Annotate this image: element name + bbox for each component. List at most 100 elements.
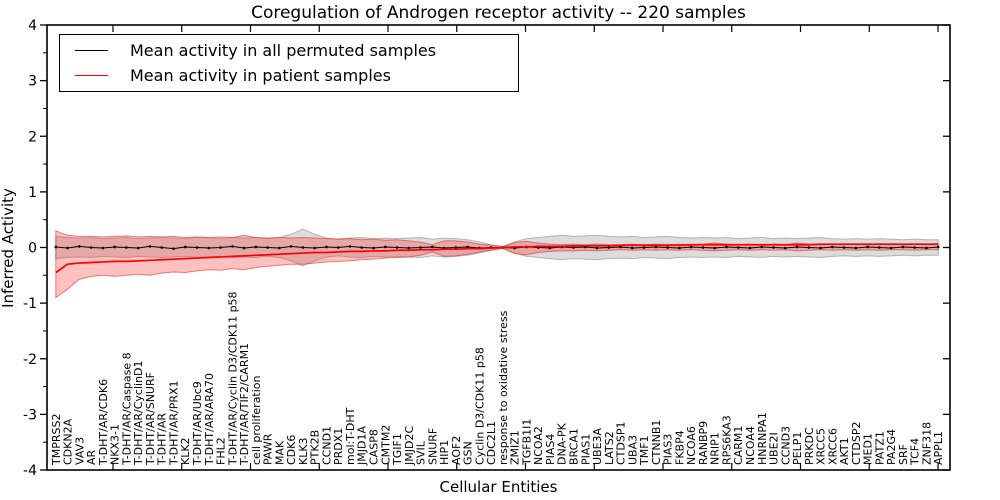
series-marker (572, 246, 575, 249)
x-tick-label: PA2G4 (885, 429, 898, 465)
series-marker (348, 245, 352, 248)
series-marker (678, 246, 681, 250)
series-marker (313, 246, 316, 250)
series-marker (831, 245, 834, 249)
x-tick-label: PIAS4 (544, 434, 557, 465)
x-tick-label: cell proliferation (250, 375, 263, 465)
series-marker (807, 246, 811, 249)
x-tick-label: CDK6 (285, 435, 298, 465)
x-tick-label: T-DHT/AR/Ubc9 (191, 381, 204, 466)
x-tick-label: TMF1 (638, 435, 651, 466)
x-tick-label: T-DHT/AR/CyclinD1 (132, 360, 145, 466)
series-marker (183, 245, 187, 249)
series-marker (595, 246, 599, 250)
x-tick-label: AR (85, 449, 98, 465)
series-marker (619, 245, 622, 249)
x-tick-label: PIAS3 (662, 434, 675, 465)
x-tick-label: T-DHT/AR/TIF2/CARM1 (238, 343, 251, 466)
series-marker (195, 246, 199, 249)
x-tick-label: XRCC5 (815, 428, 828, 465)
x-tick-label: PTK2B (309, 430, 322, 465)
series-marker (854, 246, 858, 250)
black-line-swatch (75, 50, 108, 51)
series-marker (278, 246, 281, 250)
x-tick-label: FKBP4 (673, 430, 686, 465)
series-marker (454, 246, 458, 249)
x-tick-label: CMTM2 (379, 425, 392, 465)
x-tick-label: NCOA4 (744, 426, 757, 465)
series-marker (878, 246, 881, 249)
series-marker (760, 245, 764, 249)
series-marker (819, 246, 822, 250)
series-marker (642, 246, 646, 249)
x-tick-label: TCF4 (909, 438, 922, 466)
series-marker (701, 246, 705, 249)
series-marker (607, 246, 611, 249)
x-tick-label: AOF2 (450, 436, 463, 465)
series-marker (913, 246, 917, 249)
series-marker (231, 245, 234, 248)
series-marker (136, 246, 140, 250)
series-marker (148, 245, 152, 248)
legend-label-permuted: Mean activity in all permuted samples (130, 41, 437, 60)
series-marker (842, 246, 846, 249)
x-tick-label: NCOA2 (532, 426, 545, 465)
x-tick-label: Cyclin D3/CDK11 p58 (473, 347, 486, 465)
series-marker (289, 245, 293, 248)
x-tick-label: JMJD1A (356, 426, 369, 466)
series-marker (901, 245, 905, 249)
x-tick-label: CCND1 (320, 426, 333, 465)
x-tick-label: HNRNPA1 (756, 412, 769, 465)
x-tick-label: T-DHT/AR (156, 413, 169, 466)
x-tick-label: T-DHT/AR/Caspase 8 (120, 352, 133, 466)
x-tick-label: HIP1 (438, 440, 451, 465)
series-marker (66, 246, 69, 250)
series-marker (866, 245, 869, 249)
series-marker (395, 246, 399, 249)
x-tick-label: TGIF1 (391, 433, 404, 466)
series-marker (54, 245, 58, 249)
series-marker (736, 246, 740, 249)
y-tick-label: -4 (23, 463, 37, 479)
series-marker (783, 246, 787, 250)
series-marker (89, 246, 93, 249)
x-tick-label: T-DHT/AR/CDK6 (97, 379, 110, 466)
series-marker (242, 246, 246, 250)
series-marker (936, 245, 940, 249)
x-tick-label: NRIP1 (709, 432, 722, 465)
x-tick-label: CARM1 (732, 426, 745, 465)
series-marker (925, 246, 928, 250)
x-tick-label: UBE3A (591, 427, 604, 465)
red-line-swatch (75, 75, 108, 76)
x-tick-label: KLK2 (179, 437, 192, 465)
x-tick-label: CDC2L1 (485, 421, 498, 465)
x-tick-label: UBE2I (768, 432, 781, 465)
series-marker (360, 246, 364, 249)
y-tick-label: 0 (28, 241, 37, 257)
x-tick-label: GSN (462, 441, 475, 465)
x-tick-label: PELP1 (791, 432, 804, 465)
series-marker (795, 245, 799, 249)
x-tick-label: T-DHT/AR/Cyclin D3/CDK11 p58 (226, 291, 239, 466)
x-tick-label: ZNF318 (920, 422, 933, 465)
x-tick-label: FHL2 (215, 437, 228, 465)
series-marker (548, 246, 552, 250)
x-tick-label: T-DHT/AR/ARA70 (203, 373, 216, 466)
y-tick-label: 4 (28, 18, 37, 34)
series-marker (725, 245, 728, 249)
series-marker (666, 246, 669, 249)
x-tick-label: MED1 (862, 433, 875, 465)
series-marker (748, 246, 752, 250)
series-marker (383, 245, 387, 249)
x-tick-label: PAWR (262, 433, 275, 465)
series-marker (219, 246, 222, 249)
x-tick-label: PRKDC (803, 427, 816, 465)
series-marker (889, 246, 893, 250)
y-tick-label: -2 (23, 352, 37, 368)
y-tick-label: -3 (23, 407, 37, 423)
series-marker (266, 246, 269, 249)
legend-item-permuted: Mean activity in all permuted samples (75, 41, 518, 60)
x-tick-label: BRCA1 (568, 428, 581, 465)
